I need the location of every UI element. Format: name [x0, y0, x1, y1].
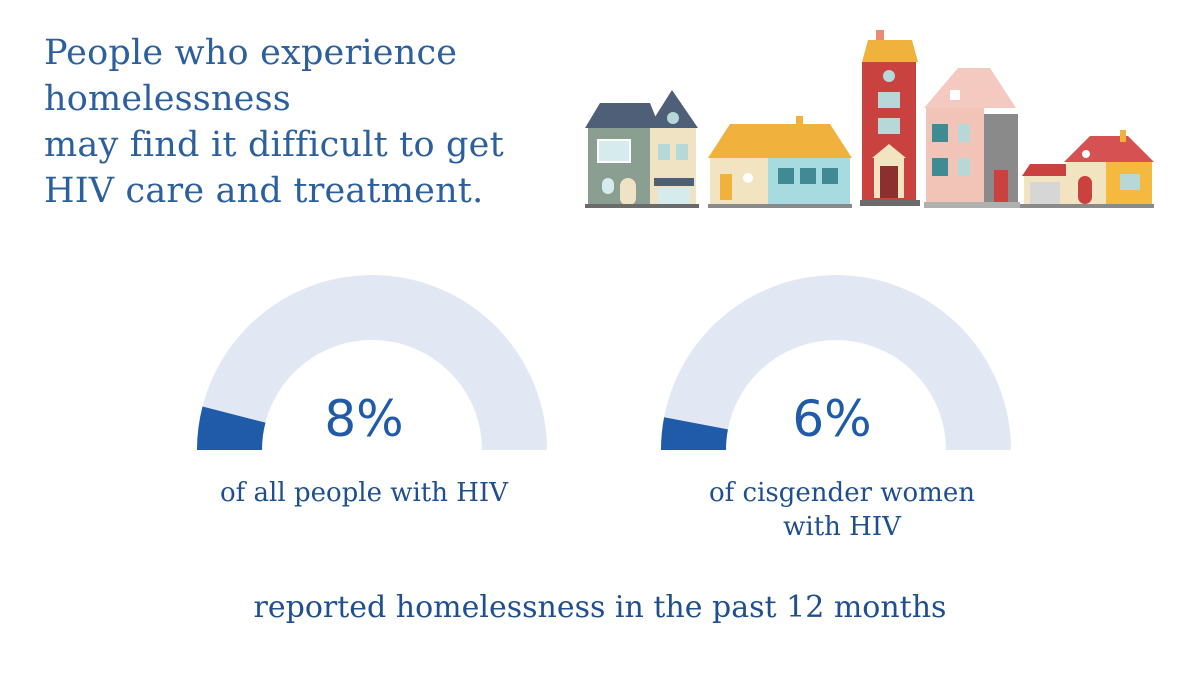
gauge-2-value: 6% [792, 390, 872, 448]
gauge-2-track [661, 275, 1011, 450]
gauge-1-caption: of all people with HIV [220, 478, 508, 508]
gauge-2-fill [661, 417, 728, 450]
footer-caption: reported homelessness in the past 12 mon… [253, 590, 947, 625]
house-5 [1020, 130, 1154, 208]
title-line-3: HIV care and treatment. [44, 171, 484, 211]
gauge-2-caption: of cisgender women with HIV [652, 476, 1032, 544]
gauge-1-track [197, 275, 547, 450]
page-title: People who experience homelessness may f… [44, 30, 704, 214]
house-2 [708, 116, 852, 208]
gauge-1-value: 8% [324, 390, 404, 448]
houses-illustration [585, 30, 1154, 208]
house-4 [924, 68, 1020, 208]
title-line-2: may find it difficult to get [44, 125, 504, 165]
gauge-2-caption-line-2: with HIV [783, 512, 901, 542]
house-3 [860, 30, 920, 206]
house-1 [585, 90, 699, 208]
gauge-1-fill [197, 406, 266, 450]
gauge-2-caption-line-1: of cisgender women [709, 478, 975, 508]
title-line-1: People who experience homelessness [44, 33, 458, 119]
